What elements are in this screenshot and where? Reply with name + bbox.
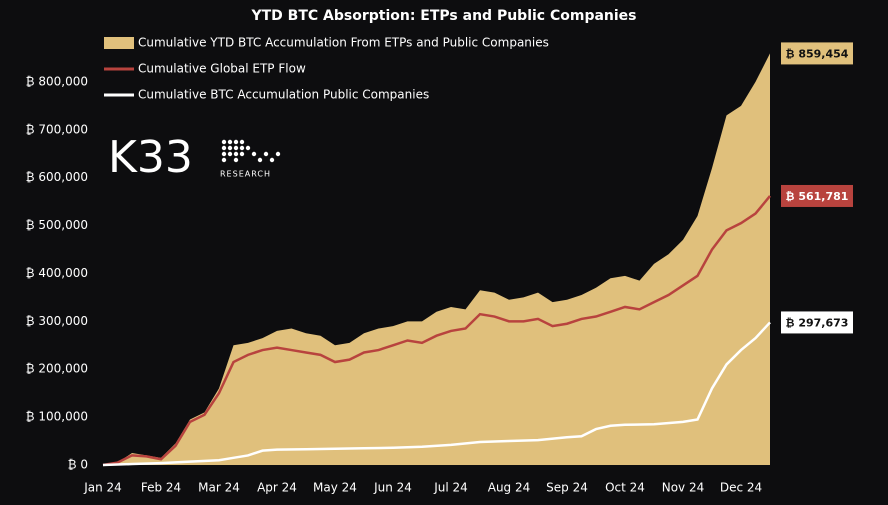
x-tick-label: Jan 24 <box>83 481 122 495</box>
x-tick-label: Sep 24 <box>546 481 588 495</box>
x-tick-label: May 24 <box>313 481 357 495</box>
line <box>102 195 771 467</box>
x-tick-label: Oct 24 <box>605 481 645 495</box>
x-tick-label: Jul 24 <box>433 481 468 495</box>
chart-title: YTD BTC Absorption: ETPs and Public Comp… <box>250 8 636 24</box>
x-tick-label: Jun 24 <box>373 481 412 495</box>
end-label-box <box>781 184 853 207</box>
end-label: ₿ 859,454 <box>786 47 849 60</box>
end-label: ₿ 297,673 <box>786 316 849 329</box>
logo-sub: RESEARCH <box>220 170 271 179</box>
y-tick-label: ₿ 100,000 <box>26 410 88 424</box>
legend-swatch <box>104 37 134 49</box>
y-tick-label: ₿ 0 <box>68 458 88 472</box>
logo-dots <box>221 139 281 163</box>
y-tick-label: ₿ 800,000 <box>26 74 88 88</box>
logo-name: K33 <box>108 132 193 183</box>
area <box>103 53 770 466</box>
y-tick-label: ₿ 700,000 <box>26 122 88 136</box>
end-label-box <box>781 42 853 65</box>
y-tick-label: ₿ 600,000 <box>26 170 88 184</box>
logo: K33 RESEARCH <box>108 132 281 183</box>
legend-label: Cumulative BTC Accumulation Public Compa… <box>138 88 429 102</box>
x-tick-label: Aug 24 <box>488 481 531 495</box>
x-tick-label: Apr 24 <box>257 481 297 495</box>
end-label-box <box>781 311 853 334</box>
y-tick-label: ₿ 300,000 <box>26 314 88 328</box>
x-tick-label: Nov 24 <box>662 481 705 495</box>
y-tick-label: ₿ 400,000 <box>26 266 88 280</box>
legend-label: Cumulative YTD BTC Accumulation From ETP… <box>138 36 549 50</box>
x-tick-label: Feb 24 <box>141 481 181 495</box>
legend-label: Cumulative Global ETP Flow <box>138 62 306 76</box>
y-tick-label: ₿ 200,000 <box>26 362 88 376</box>
y-tick-label: ₿ 500,000 <box>26 218 88 232</box>
x-tick-label: Dec 24 <box>720 481 762 495</box>
end-label: ₿ 561,781 <box>786 190 849 203</box>
line <box>102 321 771 467</box>
x-tick-label: Mar 24 <box>198 481 240 495</box>
